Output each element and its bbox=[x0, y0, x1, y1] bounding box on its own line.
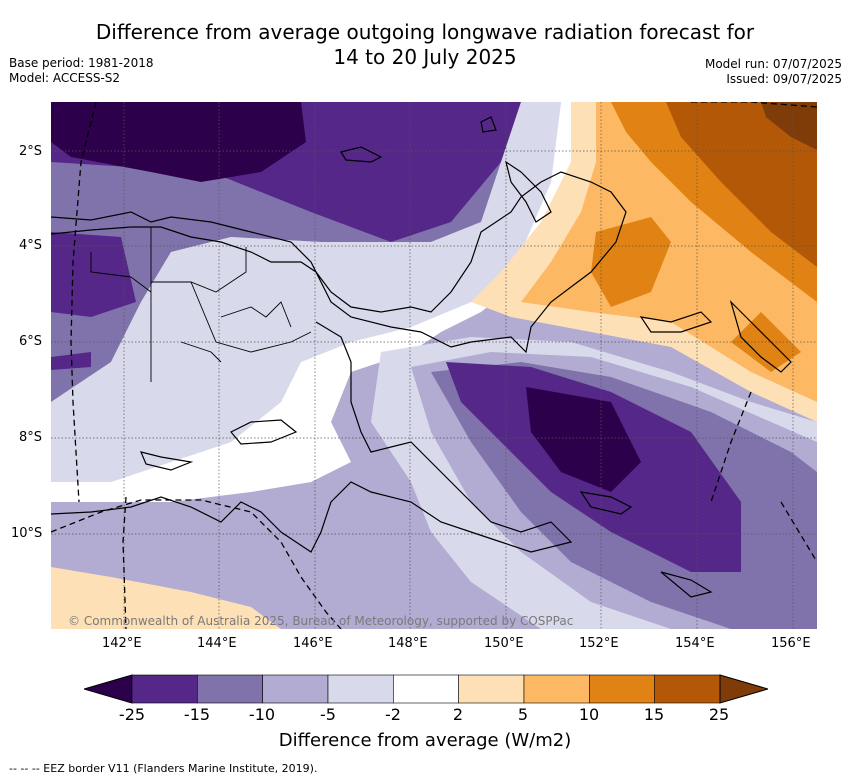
eez-footnote: -- -- -- EEZ border V11 (Flanders Marine… bbox=[9, 762, 318, 775]
colorbar-segment bbox=[654, 674, 721, 704]
colorbar-tick: 15 bbox=[643, 705, 665, 724]
lon-label-142e: 142°E bbox=[102, 636, 142, 651]
lon-label-154e: 154°E bbox=[675, 636, 715, 651]
colorbar-svg bbox=[82, 674, 770, 704]
map-gridlines bbox=[51, 102, 817, 629]
colorbar-arrow-high bbox=[719, 674, 770, 704]
colorbar-tick: -2 bbox=[385, 705, 401, 724]
lat-label-10s: 10°S bbox=[11, 526, 43, 541]
copyright-notice: © Commonwealth of Australia 2025, Bureau… bbox=[68, 614, 574, 628]
colorbar-segment bbox=[197, 674, 263, 704]
forecast-map bbox=[51, 102, 817, 629]
eez-border bbox=[51, 102, 817, 629]
model-run: Model run: 07/07/2025 bbox=[704, 57, 842, 71]
colorbar-segment bbox=[327, 674, 394, 704]
lon-label-152e: 152°E bbox=[579, 636, 619, 651]
colorbar bbox=[82, 674, 770, 704]
field-southwest-warm bbox=[51, 567, 281, 629]
field-neutral bbox=[51, 102, 611, 502]
colorbar-segment bbox=[523, 674, 590, 704]
colorbar-tick: -15 bbox=[183, 705, 211, 724]
colorbar-segment bbox=[589, 674, 655, 704]
meta-left: Base period: 1981-2018 Model: ACCESS-S2 bbox=[9, 56, 154, 86]
colorbar-tick: -5 bbox=[320, 705, 336, 724]
lon-label-150e: 150°E bbox=[484, 636, 524, 651]
field-southeast-core bbox=[526, 387, 641, 492]
lon-label-144e: 144°E bbox=[197, 636, 237, 651]
lat-label-4s: 4°S bbox=[19, 238, 43, 253]
colorbar-segment bbox=[131, 674, 198, 704]
field-northeast-warm5 bbox=[761, 102, 817, 150]
colorbar-tick: 2 bbox=[452, 705, 464, 724]
map-canvas bbox=[51, 102, 817, 629]
field-band-light bbox=[51, 102, 561, 482]
colorbar-tick: -10 bbox=[248, 705, 276, 724]
lat-label-8s: 8°S bbox=[19, 430, 43, 445]
chart-title: Difference from average outgoing longwav… bbox=[0, 20, 850, 70]
colorbar-tick: 10 bbox=[578, 705, 600, 724]
borders bbox=[90, 227, 312, 382]
field-core-northwest bbox=[51, 102, 306, 182]
lat-label-2s: 2°S bbox=[19, 144, 43, 159]
base-period: Base period: 1981-2018 bbox=[9, 56, 154, 70]
colorbar-segment bbox=[393, 674, 459, 704]
lon-label-148e: 148°E bbox=[388, 636, 428, 651]
field-northeast-warm4 bbox=[666, 102, 817, 267]
colorbar-segment bbox=[262, 674, 329, 704]
colorbar-segment bbox=[458, 674, 525, 704]
title-line-2: 14 to 20 July 2025 bbox=[333, 45, 517, 69]
issued-date: Issued: 09/07/2025 bbox=[726, 72, 842, 86]
colorbar-title: Difference from average (W/m2) bbox=[278, 730, 572, 751]
lat-label-6s: 6°S bbox=[19, 334, 43, 349]
title-line-1: Difference from average outgoing longwav… bbox=[95, 20, 755, 44]
colorbar-tick: 5 bbox=[517, 705, 529, 724]
meta-right: Model run: 07/07/2025 Issued: 09/07/2025 bbox=[705, 57, 842, 87]
colorbar-tick: -25 bbox=[118, 705, 146, 724]
coastlines bbox=[51, 116, 792, 598]
field-warm-blob1 bbox=[591, 217, 671, 307]
colorbar-arrow-low bbox=[82, 674, 133, 704]
lon-label-146e: 146°E bbox=[293, 636, 333, 651]
colorbar-tick: 25 bbox=[708, 705, 730, 724]
model-name: Model: ACCESS-S2 bbox=[9, 71, 121, 85]
lon-label-156e: 156°E bbox=[771, 636, 811, 651]
